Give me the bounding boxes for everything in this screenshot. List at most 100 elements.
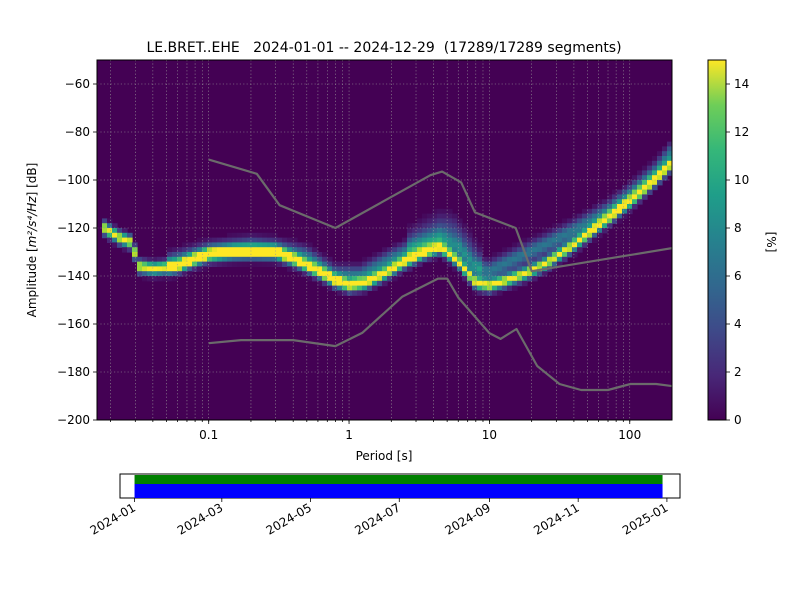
heatmap-cell	[402, 261, 408, 267]
heatmap-cell	[517, 266, 523, 272]
heatmap-cell	[347, 290, 353, 296]
heatmap-cell	[552, 261, 558, 267]
heatmap-cell	[637, 175, 643, 181]
heatmap-cell	[362, 276, 368, 282]
heatmap-cell	[307, 247, 313, 253]
heatmap-cell	[327, 276, 333, 282]
heatmap-cell	[437, 208, 443, 215]
heatmap-cell	[592, 204, 598, 210]
heatmap-cell	[392, 242, 398, 248]
heatmap-cell	[422, 232, 428, 239]
heatmap-cell	[247, 261, 253, 267]
heatmap-cell	[432, 252, 438, 258]
heatmap-cell	[482, 276, 488, 282]
heatmap-cell	[442, 237, 448, 243]
heatmap-cell	[657, 175, 663, 181]
heatmap-cell	[192, 242, 198, 248]
heatmap-cell	[447, 247, 453, 253]
heatmap-cell	[117, 232, 123, 239]
heatmap-cell	[567, 232, 573, 239]
heatmap-cell	[532, 256, 538, 263]
heatmap-cell	[202, 261, 208, 267]
heatmap-cell	[152, 276, 158, 282]
heatmap-cell	[282, 247, 288, 253]
heatmap-cell	[647, 165, 653, 171]
heatmap-cell	[337, 261, 343, 267]
heatmap-cell	[542, 271, 548, 277]
heatmap-cell	[472, 247, 478, 253]
heatmap-cell	[282, 261, 288, 267]
heatmap-cell	[472, 276, 478, 282]
heatmap-cell	[367, 285, 373, 291]
heatmap-cell	[112, 237, 118, 243]
heatmap-cell	[402, 237, 408, 243]
heatmap-cell	[197, 252, 203, 258]
heatmap-cell	[612, 218, 618, 224]
heatmap-cell	[267, 232, 273, 239]
heatmap-cell	[257, 256, 263, 263]
heatmap-cell	[512, 276, 518, 282]
heatmap-cell	[442, 247, 448, 253]
heatmap-cell	[387, 252, 393, 258]
heatmap-cell	[422, 237, 428, 243]
heatmap-cell	[392, 271, 398, 277]
heatmap-cell	[452, 247, 458, 253]
heatmap-cell	[417, 261, 423, 267]
heatmap-cell	[402, 266, 408, 272]
heatmap-cell	[522, 237, 528, 243]
heatmap-cell	[587, 223, 593, 229]
colorbar-tick-label: 12	[734, 125, 749, 139]
heatmap-cell	[377, 280, 383, 287]
heatmap-cell	[292, 266, 298, 272]
heatmap-cell	[482, 266, 488, 272]
heatmap-cell	[507, 252, 513, 258]
heatmap-cell	[177, 266, 183, 272]
heatmap-cell	[632, 175, 638, 181]
heatmap-cell	[632, 184, 638, 191]
heatmap-cell	[507, 285, 513, 291]
heatmap-cell	[602, 208, 608, 215]
heatmap-cell	[247, 247, 253, 253]
heatmap-cell	[522, 256, 528, 263]
heatmap-cell	[212, 242, 218, 248]
heatmap-cell	[442, 208, 448, 215]
heatmap-cell	[532, 242, 538, 248]
heatmap-cell	[482, 256, 488, 263]
heatmap-cell	[442, 228, 448, 234]
heatmap-cell	[492, 285, 498, 291]
heatmap-cell	[167, 256, 173, 263]
heatmap-cell	[447, 213, 453, 219]
heatmap-cell	[582, 218, 588, 224]
heatmap-cell	[432, 218, 438, 224]
heatmap-cell	[587, 228, 593, 234]
heatmap-cell	[572, 228, 578, 234]
heatmap-cell	[412, 256, 418, 263]
heatmap-cell	[457, 232, 463, 239]
heatmap-cell	[592, 237, 598, 243]
heatmap-cell	[362, 285, 368, 291]
timeline-tick-label: 2025-01	[620, 500, 670, 537]
heatmap-cell	[127, 242, 133, 248]
heatmap-cell	[437, 218, 443, 224]
heatmap-cell	[577, 247, 583, 253]
timeline-tick-label: 2024-11	[531, 500, 581, 537]
heatmap-cell	[237, 232, 243, 239]
heatmap-cell	[462, 276, 468, 282]
heatmap-cell	[242, 252, 248, 258]
heatmap-cell	[432, 232, 438, 239]
heatmap-cell	[587, 213, 593, 219]
heatmap-cell	[212, 247, 218, 253]
heatmap-cell	[487, 266, 493, 272]
heatmap-cell	[437, 213, 443, 219]
heatmap-cell	[417, 256, 423, 263]
heatmap-cell	[452, 242, 458, 248]
heatmap-cell	[467, 232, 473, 239]
heatmap-cell	[477, 261, 483, 267]
heatmap-cell	[152, 266, 158, 272]
heatmap-cell	[217, 256, 223, 263]
heatmap-cell	[572, 247, 578, 253]
heatmap-cell	[452, 223, 458, 229]
heatmap-cell	[307, 266, 313, 272]
heatmap-cell	[112, 228, 118, 234]
